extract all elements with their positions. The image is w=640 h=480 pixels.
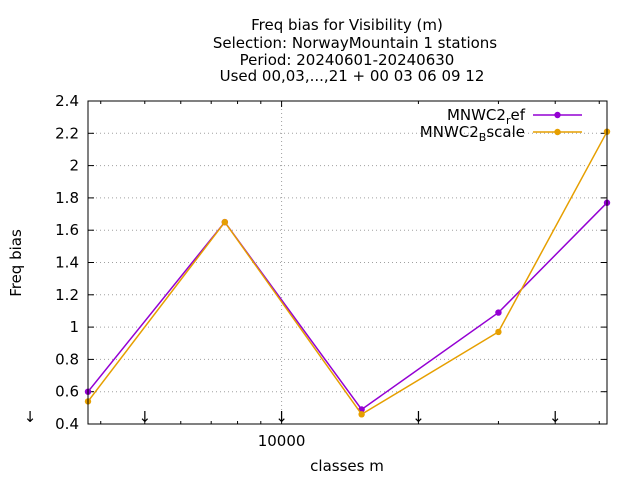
legend-label: MNWC2ref — [447, 106, 526, 127]
y-tick-label: 0.4 — [55, 415, 79, 433]
y-tick-label: 2.2 — [55, 124, 79, 142]
y-tick-label: 1 — [69, 318, 79, 336]
legend-label: MNWC2Bscale — [420, 123, 525, 144]
x-axis-label: classes m — [310, 457, 384, 475]
class-arrow-marker: ↓ — [275, 408, 288, 426]
chart-title: Freq bias for Visibility (m) Selection: … — [213, 16, 497, 85]
legend-swatch-point — [554, 111, 561, 119]
class-arrow-marker: ↓ — [138, 408, 151, 426]
data-point — [495, 328, 502, 336]
series-line — [87, 131, 608, 416]
y-tick-label: 1.4 — [55, 254, 79, 272]
y-tick-label: 2.4 — [55, 92, 79, 110]
y-tick-label: 0.6 — [55, 383, 79, 401]
series-2 — [84, 128, 611, 418]
y-tick-label: 1.8 — [55, 189, 79, 207]
series-line — [87, 202, 608, 411]
y-tick-label: 2 — [69, 157, 79, 175]
series-1 — [84, 199, 611, 413]
data-point — [358, 411, 365, 418]
x-tick-label: 10000 — [258, 432, 306, 450]
series-layer — [84, 128, 611, 418]
title-line-4: Used 00,03,...,21 + 00 03 06 09 12 — [220, 67, 485, 85]
title-line-1: Freq bias for Visibility (m) — [251, 16, 443, 34]
class-arrow-marker: ↓ — [549, 408, 562, 426]
y-axis-label: Freq bias — [7, 229, 25, 297]
y-tick-label: 1.6 — [55, 221, 79, 239]
y-tick-label: 1.2 — [55, 286, 79, 304]
title-line-2: Selection: NorwayMountain 1 stations — [213, 34, 497, 52]
data-point — [495, 309, 502, 316]
legend-swatch-point — [554, 128, 561, 136]
plot-frame — [87, 100, 608, 425]
class-arrow-marker: ↓ — [24, 408, 37, 426]
class-arrow-marker: ↓ — [412, 408, 425, 426]
grid-lines — [88, 101, 607, 424]
title-line-3: Period: 20240601-20240630 — [240, 51, 455, 69]
y-tick-label: 0.8 — [55, 350, 79, 368]
y-axis-ticks: 0.4 0.6 0.8 1 1.2 1.4 1.6 1.8 2 2.2 2.4 — [55, 92, 607, 433]
data-point — [221, 218, 229, 226]
class-arrow-markers: ↓ ↓ ↓ ↓ ↓ — [24, 408, 562, 426]
